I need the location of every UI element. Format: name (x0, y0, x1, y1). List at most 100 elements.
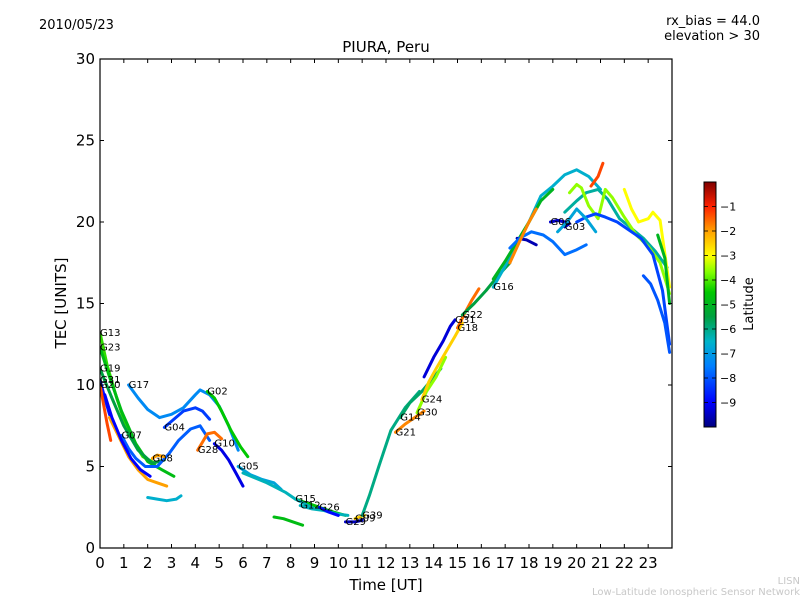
trace-g38 (641, 274, 672, 354)
y-tick-label: 25 (76, 132, 95, 150)
x-tick-label: 20 (567, 554, 586, 572)
prn-label: G08 (152, 453, 172, 464)
prn-label: G14 (400, 413, 420, 424)
x-tick-label: 6 (238, 554, 248, 572)
y-tick-label: 15 (76, 295, 95, 313)
prn-label: G09 (355, 514, 375, 525)
trace-g40 (656, 233, 672, 305)
prn-label: G31 (455, 315, 475, 326)
colorbar-label: Latitude (742, 277, 757, 331)
elevation-label: elevation > 30 (664, 29, 760, 44)
x-tick-label: 18 (519, 554, 538, 572)
x-tick-label: 13 (400, 554, 419, 572)
prn-label: G24 (422, 395, 442, 406)
x-tick-label: 14 (424, 554, 443, 572)
trace-g33 (568, 183, 672, 296)
trace-g28 (196, 430, 224, 452)
trace-g14 (398, 367, 443, 420)
x-tick-label: 19 (543, 554, 562, 572)
traces-group (100, 161, 672, 527)
trace-g10 (212, 442, 245, 488)
x-axis-label: Time [UT] (348, 576, 422, 594)
prn-label: G29 (345, 517, 365, 528)
x-tick-label: 8 (286, 554, 296, 572)
trace-g20 (100, 383, 113, 442)
prn-label: G16 (493, 282, 513, 293)
trace-g43 (241, 471, 316, 511)
trace-g08 (150, 453, 166, 460)
prn-label: G22 (462, 310, 482, 321)
trace-g06 (549, 218, 567, 224)
colorbar-tick-label: −2 (720, 225, 736, 238)
x-tick-label: 12 (376, 554, 395, 572)
colorbar-tick-label: −4 (720, 274, 736, 287)
trace-g04 (162, 406, 212, 429)
x-tick-label: 7 (262, 554, 272, 572)
prn-label: G15 (295, 494, 315, 505)
colorbar-tick-label: −6 (720, 323, 736, 336)
prn-label: G18 (458, 323, 478, 334)
prn-label: G06 (550, 217, 570, 228)
y-axis-label: TEC [UNITS] (52, 258, 70, 350)
y-tick-label: 0 (85, 539, 95, 557)
x-tick-label: 11 (353, 554, 372, 572)
footer-short: LISN (777, 576, 800, 587)
y-tick-label: 20 (76, 213, 95, 231)
x-tick-label: 23 (639, 554, 658, 572)
colorbar-tick-label: −8 (720, 372, 736, 385)
x-tick-label: 21 (591, 554, 610, 572)
trace-g35 (575, 212, 672, 346)
prn-label: G19 (100, 364, 120, 375)
prn-label: G39 (362, 510, 382, 521)
trace-g39 (360, 390, 421, 517)
prn-label: G31 (100, 375, 120, 386)
trace-g32 (563, 187, 669, 270)
trace-g41 (146, 494, 183, 503)
prn-label: G10 (214, 439, 234, 450)
trace-g21 (394, 409, 426, 434)
footer-long: Low-Latitude Ionospheric Sensor Network (592, 587, 800, 598)
prn-label: G17 (129, 380, 149, 391)
chart-title: PIURA, Peru (342, 38, 430, 56)
colorbar-tick-label: −3 (720, 250, 736, 263)
colorbar-tick-label: −7 (720, 348, 736, 361)
x-tick-label: 15 (448, 554, 467, 572)
trace-g31 (422, 318, 457, 379)
prn-label: G13 (100, 328, 120, 339)
prn-label: G02 (207, 387, 227, 398)
trace-g24 (420, 321, 464, 402)
x-axis: 0 1 2 3 4 5 6 7 8 9 10 11 12 13 14 15 16 17 18 19 20 21 22 23 (95, 59, 658, 572)
prn-label: G04 (164, 422, 184, 433)
x-tick-label: 10 (329, 554, 348, 572)
prn-label: G12 (300, 501, 320, 512)
x-tick-label: 0 (95, 554, 105, 572)
trace-g02 (205, 390, 250, 459)
x-tick-label: 4 (191, 554, 201, 572)
colorbar-tick-label: −5 (720, 299, 736, 312)
trace-g30 (415, 355, 448, 415)
prn-label: G05 (238, 462, 258, 473)
y-axis: 0 5 10 15 20 25 30 (76, 50, 672, 557)
trace-g26 (317, 505, 340, 517)
date-label: 2010/05/23 (39, 18, 114, 33)
trace-g29 (344, 518, 364, 524)
prn-label: G30 (417, 408, 437, 419)
trace-g36 (556, 207, 598, 234)
y-tick-label: 10 (76, 376, 95, 394)
colorbar-ticks: −1 −2 −3 −4 −5 −6 −7 −8 −9 (704, 201, 736, 410)
trace-g03 (563, 222, 571, 229)
trace-g18 (456, 287, 481, 330)
prn-label: G21 (396, 427, 416, 438)
trace-g16 (508, 207, 538, 265)
prn-label: G03 (565, 222, 585, 233)
trace-g37 (622, 187, 672, 289)
trace-g16 (491, 168, 602, 289)
x-tick-label: 16 (472, 554, 491, 572)
y-tick-label: 5 (85, 458, 95, 476)
x-tick-label: 1 (119, 554, 129, 572)
trace-g07 (120, 424, 212, 468)
trace-g34 (589, 161, 605, 188)
x-tick-label: 22 (615, 554, 634, 572)
colorbar-tick-label: −1 (720, 201, 736, 214)
